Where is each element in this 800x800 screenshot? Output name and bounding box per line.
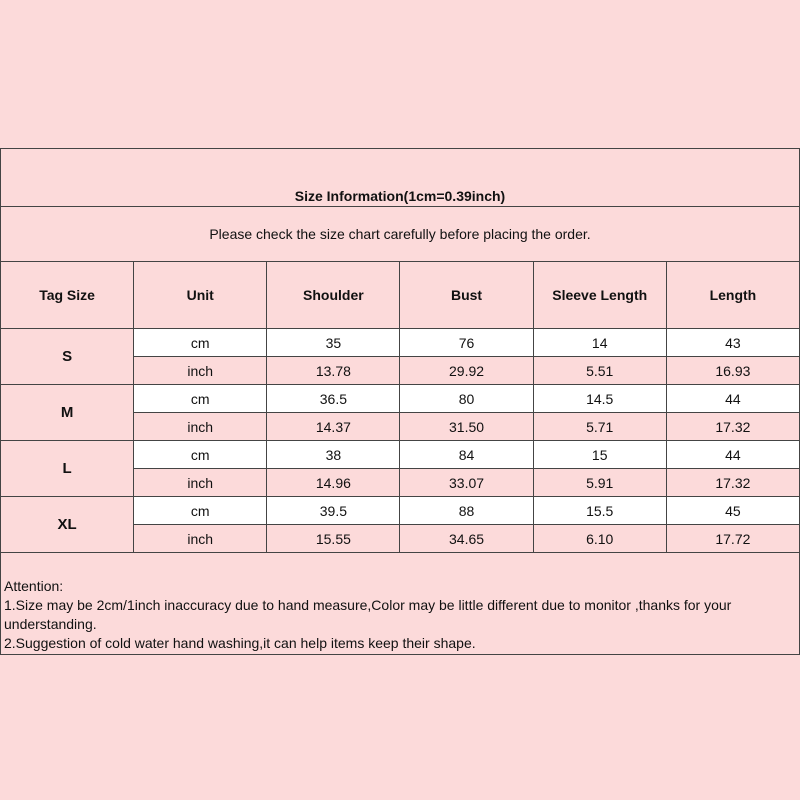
header-shoulder: Shoulder bbox=[266, 261, 401, 329]
header-sleeve-length: Sleeve Length bbox=[532, 261, 667, 329]
tag-size-cell: L bbox=[0, 440, 135, 497]
value-cell: 84 bbox=[399, 440, 534, 469]
unit-cell: inch bbox=[133, 524, 268, 553]
value-cell: 43 bbox=[665, 328, 800, 357]
unit-cell: cm bbox=[133, 496, 268, 525]
value-cell: 6.10 bbox=[532, 524, 667, 553]
size-chart: Size Information(1cm=0.39inch) Please ch… bbox=[0, 148, 800, 655]
tag-size-cell: M bbox=[0, 384, 135, 441]
header-length: Length bbox=[665, 261, 800, 329]
header-bust: Bust bbox=[399, 261, 534, 329]
value-cell: 15.5 bbox=[532, 496, 667, 525]
value-cell: 5.51 bbox=[532, 356, 667, 385]
value-cell: 76 bbox=[399, 328, 534, 357]
value-cell: 88 bbox=[399, 496, 534, 525]
note-item: 2.Suggestion of cold water hand washing,… bbox=[4, 635, 476, 651]
value-cell: 35 bbox=[266, 328, 401, 357]
note-item: 1.Size may be 2cm/1inch inaccuracy due t… bbox=[4, 597, 732, 632]
value-cell: 33.07 bbox=[399, 468, 534, 497]
value-cell: 15 bbox=[532, 440, 667, 469]
value-cell: 13.78 bbox=[266, 356, 401, 385]
value-cell: 15.55 bbox=[266, 524, 401, 553]
value-cell: 44 bbox=[665, 440, 800, 469]
unit-cell: cm bbox=[133, 328, 268, 357]
value-cell: 14.5 bbox=[532, 384, 667, 413]
attention-notes: Attention: 1.Size may be 2cm/1inch inaccu… bbox=[0, 552, 800, 655]
value-cell: 14.37 bbox=[266, 412, 401, 441]
table-row: XL cm 39.5 88 15.5 45 bbox=[0, 496, 800, 553]
size-table: Size Information(1cm=0.39inch) Please ch… bbox=[0, 148, 800, 655]
table-title: Size Information(1cm=0.39inch) bbox=[0, 148, 800, 207]
value-cell: 17.32 bbox=[665, 412, 800, 441]
value-cell: 16.93 bbox=[665, 356, 800, 385]
tag-size-cell: XL bbox=[0, 496, 135, 553]
value-cell: 45 bbox=[665, 496, 800, 525]
value-cell: 38 bbox=[266, 440, 401, 469]
table-subtitle: Please check the size chart carefully be… bbox=[0, 206, 800, 262]
unit-cell: cm bbox=[133, 384, 268, 413]
header-row: Tag Size Unit Shoulder Bust Sleeve Lengt… bbox=[0, 261, 800, 329]
value-cell: 17.32 bbox=[665, 468, 800, 497]
table-row: inch 15.55 34.65 6.10 17.72 bbox=[1, 524, 800, 553]
unit-cell: inch bbox=[133, 468, 268, 497]
unit-cell: cm bbox=[133, 440, 268, 469]
table-row: inch 13.78 29.92 5.51 16.93 bbox=[1, 356, 800, 385]
table-row: inch 14.96 33.07 5.91 17.32 bbox=[1, 468, 800, 497]
value-cell: 39.5 bbox=[266, 496, 401, 525]
header-unit: Unit bbox=[133, 261, 268, 329]
unit-cell: inch bbox=[133, 356, 268, 385]
header-tag-size: Tag Size bbox=[0, 261, 135, 329]
table-row: inch 14.37 31.50 5.71 17.32 bbox=[1, 412, 800, 441]
notes-heading: Attention: bbox=[4, 578, 64, 594]
unit-cell: inch bbox=[133, 412, 268, 441]
value-cell: 44 bbox=[665, 384, 800, 413]
value-cell: 34.65 bbox=[399, 524, 534, 553]
value-cell: 29.92 bbox=[399, 356, 534, 385]
value-cell: 17.72 bbox=[665, 524, 800, 553]
tag-size-cell: S bbox=[0, 328, 135, 385]
value-cell: 14 bbox=[532, 328, 667, 357]
value-cell: 80 bbox=[399, 384, 534, 413]
value-cell: 5.71 bbox=[532, 412, 667, 441]
value-cell: 14.96 bbox=[266, 468, 401, 497]
value-cell: 36.5 bbox=[266, 384, 401, 413]
value-cell: 5.91 bbox=[532, 468, 667, 497]
value-cell: 31.50 bbox=[399, 412, 534, 441]
